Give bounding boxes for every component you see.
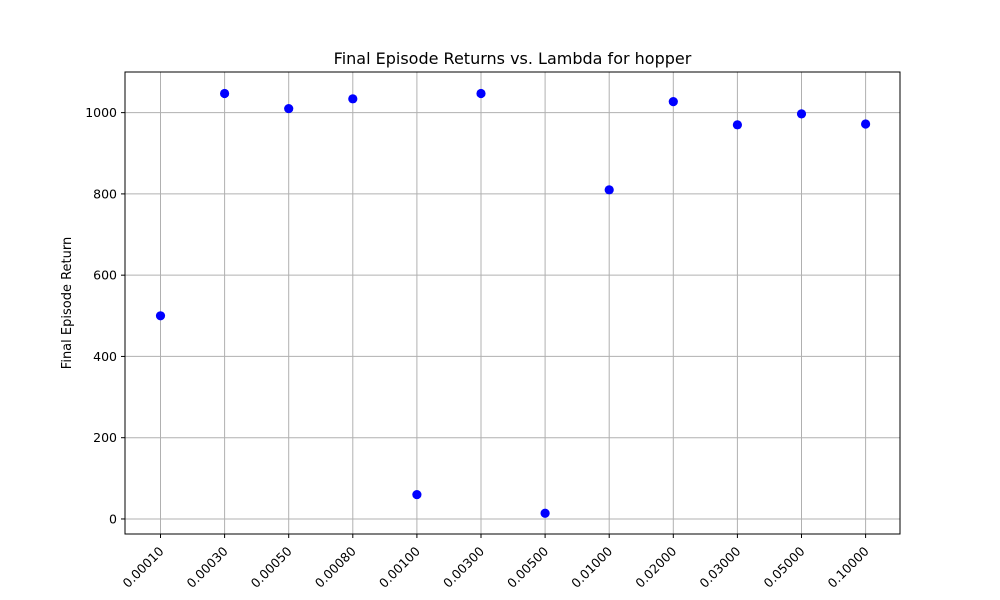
grid bbox=[125, 72, 900, 534]
data-point bbox=[540, 508, 550, 518]
data-point bbox=[476, 88, 486, 99]
data-point bbox=[348, 94, 358, 104]
data-points bbox=[155, 88, 871, 518]
y-tick-label: 0 bbox=[109, 511, 117, 526]
y-axis-label: Final Episode Return bbox=[60, 237, 75, 369]
data-point bbox=[155, 311, 166, 321]
data-point bbox=[732, 120, 743, 130]
y-tick-label: 400 bbox=[93, 349, 117, 364]
data-point bbox=[668, 97, 678, 107]
data-point bbox=[220, 88, 230, 99]
plot-frame bbox=[124, 71, 901, 535]
y-tick-label: 800 bbox=[93, 186, 117, 201]
y-tick-label: 1000 bbox=[85, 105, 117, 120]
data-point bbox=[604, 185, 614, 195]
chart-title: Final Episode Returns vs. Lambda for hop… bbox=[334, 49, 692, 68]
y-tick-label: 200 bbox=[93, 430, 117, 445]
data-point bbox=[412, 489, 422, 500]
data-point bbox=[284, 103, 294, 114]
data-point bbox=[861, 119, 871, 129]
y-axis: 0 200 400 600 800 1000 bbox=[85, 105, 125, 526]
y-tick-label: 600 bbox=[93, 268, 117, 283]
data-point bbox=[796, 109, 807, 119]
